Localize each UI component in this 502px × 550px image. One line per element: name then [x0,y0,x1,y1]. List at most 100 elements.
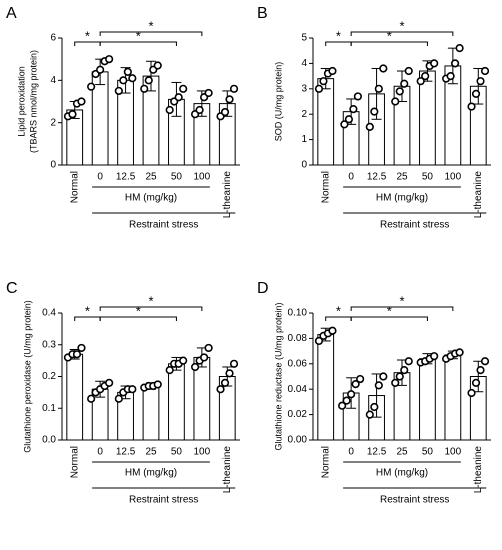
group-label: HM (mg/kg) [125,193,177,204]
y-axis-label: (TBARS nmol/mg protein) [28,50,38,153]
data-point [351,380,360,389]
data-point [404,357,413,366]
x-tick-label: 0 [348,172,354,183]
data-point [328,66,337,76]
significance-bracket [99,31,203,36]
group-label: Restraint stress [380,220,449,231]
y-tick-label: 0.0 [42,435,56,446]
data-point [391,378,400,387]
bar [168,363,185,441]
data-point [200,353,209,362]
significance-label: * [136,28,141,43]
x-tick-label: 50 [422,447,434,458]
panel-letter: C [6,280,18,297]
data-point [229,359,239,368]
panel-letter: B [257,5,268,22]
data-point [395,87,404,96]
x-tick-label: 12.5 [367,172,387,183]
group-label: HM (mg/kg) [376,193,428,204]
data-point [467,388,476,398]
y-tick-label: 4 [301,58,307,69]
x-tick-label: 12.5 [367,447,387,458]
y-tick-label: 0.04 [288,384,308,395]
data-point [105,55,114,64]
data-point [191,362,200,372]
x-tick-label: L-theanine [473,446,484,494]
data-point [204,88,213,98]
data-point [153,61,162,70]
data-point [96,65,105,74]
significance-label: * [399,293,404,308]
data-point [328,326,337,335]
significance-label: * [336,303,341,318]
data-point [353,92,362,101]
x-tick-label: 100 [445,172,462,183]
x-tick-label: L-theanine [222,171,233,219]
data-point [204,343,213,353]
data-point [455,348,464,357]
significance-label: * [148,293,153,308]
data-point [225,95,234,104]
x-tick-label: 25 [396,172,408,183]
data-point [77,343,86,353]
y-tick-label: 6 [50,33,56,44]
y-tick-label: 0.3 [42,339,56,350]
significance-label: * [85,303,90,318]
y-tick-label: 0.02 [288,409,308,420]
data-point [476,77,485,86]
data-point [314,84,324,93]
data-point [430,59,439,68]
data-point [365,122,374,131]
group-label: HM (mg/kg) [125,468,177,479]
data-point [128,385,137,394]
data-point [225,369,234,378]
data-point [340,120,349,129]
data-point [165,105,174,115]
data-point [140,84,149,93]
data-point [391,97,400,106]
data-point [77,97,86,106]
data-point [338,401,347,410]
data-point [165,366,174,375]
data-point [195,105,204,115]
data-point [220,378,230,387]
y-tick-label: 0.08 [288,333,308,344]
y-tick-label: 0.10 [288,308,308,319]
y-tick-label: 1 [301,134,307,145]
data-point [471,89,481,98]
data-point [144,76,153,85]
significance-bracket [350,316,428,321]
data-point [216,385,225,394]
x-tick-label: 100 [445,447,462,458]
y-tick-label: 3 [301,83,307,94]
data-point [404,66,413,76]
panel: D Glutathione reductase (U/mg protein) 0.0… [257,280,491,506]
data-point [365,410,374,419]
x-tick-label: 50 [171,447,183,458]
panel: A Lipid peroxidation (TBARS nmol/mg protei… [6,5,240,231]
bar [419,70,436,166]
significance-bracket [99,316,177,321]
significance-label: * [136,303,141,318]
significance-bracket [99,306,203,311]
data-point [471,378,481,387]
x-tick-label: 50 [422,172,434,183]
significance-bracket [350,41,428,46]
panel-letter: A [6,5,17,22]
data-point [220,107,230,117]
data-point [416,77,425,86]
data-point [344,115,353,124]
data-point [123,67,132,76]
error-bar [473,67,484,105]
y-axis-label: Lipid peroxidation [16,66,26,137]
data-point [87,82,96,91]
significance-label: * [336,28,341,43]
data-point [319,77,328,86]
significance-label: * [387,28,392,43]
x-tick-label: 25 [145,172,157,183]
data-point [446,71,455,81]
x-tick-label: 100 [194,447,211,458]
data-point [480,66,490,76]
bar [444,354,462,441]
x-tick-label: 0 [97,447,103,458]
